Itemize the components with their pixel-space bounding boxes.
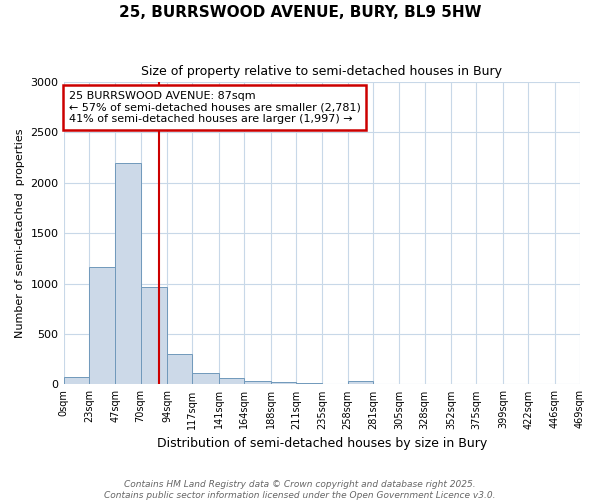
Text: 25 BURRSWOOD AVENUE: 87sqm
← 57% of semi-detached houses are smaller (2,781)
41%: 25 BURRSWOOD AVENUE: 87sqm ← 57% of semi…: [69, 91, 361, 124]
Bar: [89, 268, 115, 384]
Bar: [115, 162, 140, 384]
Bar: [193, 374, 219, 384]
Bar: [64, 378, 89, 384]
Text: Contains HM Land Registry data © Crown copyright and database right 2025.
Contai: Contains HM Land Registry data © Crown c…: [104, 480, 496, 500]
Bar: [244, 381, 271, 384]
X-axis label: Distribution of semi-detached houses by size in Bury: Distribution of semi-detached houses by …: [157, 437, 487, 450]
Text: 25, BURRSWOOD AVENUE, BURY, BL9 5HW: 25, BURRSWOOD AVENUE, BURY, BL9 5HW: [119, 5, 481, 20]
Title: Size of property relative to semi-detached houses in Bury: Size of property relative to semi-detach…: [141, 65, 502, 78]
Bar: [219, 378, 244, 384]
Bar: [347, 382, 373, 384]
Bar: [167, 354, 193, 384]
Y-axis label: Number of semi-detached  properties: Number of semi-detached properties: [15, 128, 25, 338]
Bar: [140, 286, 167, 384]
Bar: [271, 382, 296, 384]
